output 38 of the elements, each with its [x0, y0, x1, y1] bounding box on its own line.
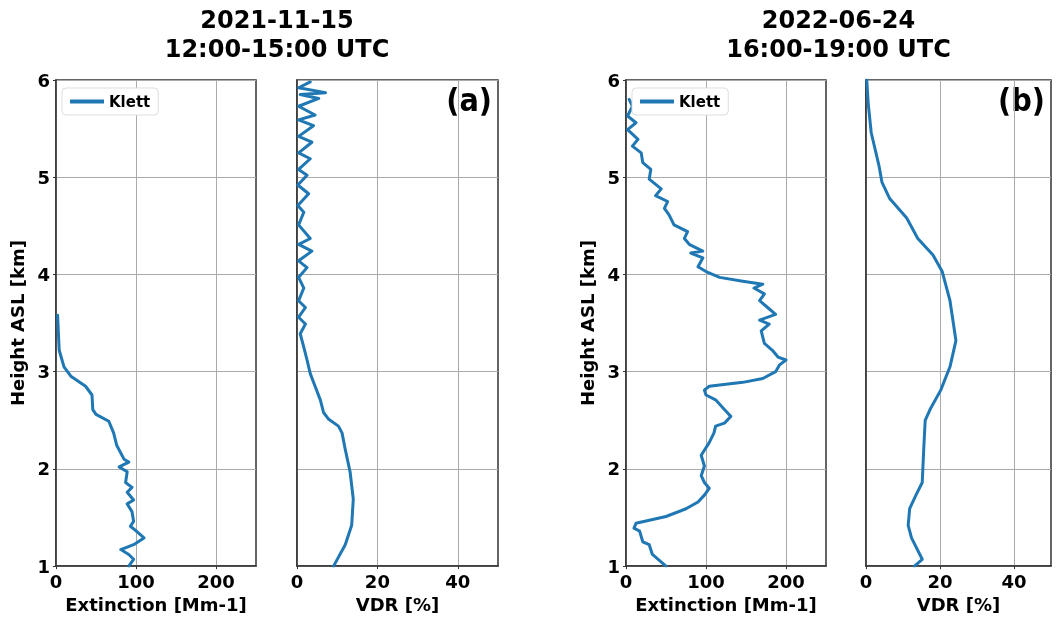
annotation: (b) [998, 81, 1045, 119]
x-tick-label: 40 [445, 570, 471, 592]
line-series [56, 313, 146, 568]
x-tick-label: 200 [197, 570, 235, 592]
y-tick-label: 2 [607, 458, 620, 480]
x-tick-label: 100 [687, 570, 725, 592]
x-tick-label: 100 [117, 570, 155, 592]
x-tick-label: 20 [364, 570, 390, 592]
y-tick-label: 6 [607, 69, 620, 91]
x-tick-label: 0 [619, 570, 633, 592]
y-tick-label: 3 [37, 361, 50, 383]
y-tick-label: 5 [607, 166, 620, 188]
legend-label: Klett [679, 92, 721, 111]
y-tick-label: 6 [37, 69, 50, 91]
chart-title: 2022-06-24 16:00-19:00 UTC [725, 6, 952, 64]
x-tick-label: 200 [767, 570, 805, 592]
x-tick-label: 40 [1001, 570, 1027, 592]
y-tick-label: 1 [37, 555, 50, 577]
legend-label: Klett [109, 92, 151, 111]
y-tick-label: 5 [37, 166, 50, 188]
y-tick-label: 2 [37, 458, 50, 480]
x-tick-label: 20 [927, 570, 953, 592]
y-tick-label: 3 [607, 361, 620, 383]
x-tick-label: 0 [49, 570, 63, 592]
y-axis-title: Height ASL [km] [576, 240, 598, 406]
y-tick-label: 1 [607, 555, 620, 577]
y-tick-label: 4 [607, 263, 620, 285]
line-series [626, 97, 788, 568]
x-axis-title: Extinction [Mm-1] [635, 593, 817, 615]
x-tick-label: 0 [290, 570, 304, 592]
x-axis-title: Extinction [Mm-1] [65, 593, 247, 615]
x-axis-title: VDR [%] [355, 593, 440, 615]
chart-title: 2021-11-15 12:00-15:00 UTC [163, 6, 391, 64]
y-tick-label: 4 [37, 263, 50, 285]
annotation: (a) [446, 81, 492, 119]
x-tick-label: 0 [859, 570, 873, 592]
x-axis-title: VDR [%] [916, 593, 1001, 615]
y-axis-title: Height ASL [km] [6, 240, 28, 406]
